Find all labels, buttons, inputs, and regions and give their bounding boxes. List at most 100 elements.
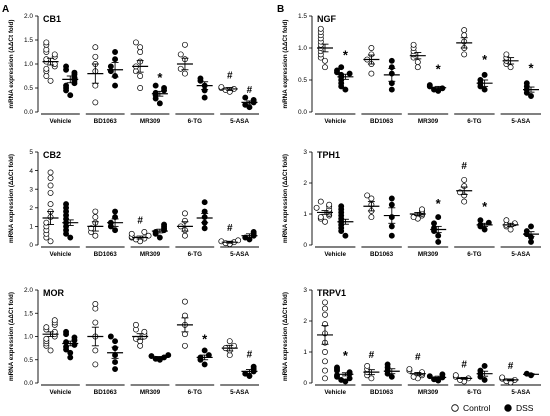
x-tick-label: 5-ASA <box>230 389 249 396</box>
y-tick-label: 0.0 <box>298 109 307 116</box>
control-point <box>226 338 233 345</box>
y-tick-label: 0 <box>29 242 33 249</box>
control-point <box>507 226 514 233</box>
panel-title: TPH1 <box>317 150 340 160</box>
x-tick-label: BD1063 <box>370 118 394 125</box>
panel-title: CB2 <box>43 150 61 160</box>
y-tick-label: 1.0 <box>24 334 33 341</box>
control-point <box>132 39 139 46</box>
significance-marker: * <box>436 196 442 211</box>
control-point <box>92 44 99 51</box>
dss-point <box>435 232 442 239</box>
control-point <box>92 82 99 89</box>
control-point <box>181 298 188 305</box>
control-point <box>141 328 148 335</box>
significance-marker: * <box>528 60 534 75</box>
control-point <box>132 68 139 75</box>
x-tick-label: MR309 <box>418 251 439 258</box>
significance-marker: * <box>482 52 488 67</box>
y-tick-label: 1.5 <box>24 37 33 44</box>
dss-point <box>388 195 395 202</box>
dss-point <box>388 57 395 64</box>
significance-marker: # <box>461 161 467 172</box>
control-point <box>43 46 50 53</box>
x-tick-label: MR309 <box>140 251 161 258</box>
control-point <box>43 73 50 79</box>
y-tick-label: 2.0 <box>24 287 33 294</box>
y-axis-label: mRNA expression (ΔΔCt fold) <box>282 292 289 381</box>
significance-marker: # <box>415 352 421 363</box>
control-point <box>322 299 328 306</box>
y-tick-label: 0.0 <box>24 109 33 116</box>
y-tick-label: 2 <box>303 180 307 187</box>
dss-point <box>156 100 163 107</box>
dss-point <box>334 364 340 371</box>
significance-marker: * <box>482 199 488 214</box>
dss-point <box>165 352 172 359</box>
control-point <box>92 232 99 239</box>
dss-point <box>481 226 488 233</box>
control-point <box>43 335 50 342</box>
control-point <box>218 238 225 245</box>
y-tick-label: 0.5 <box>24 85 33 92</box>
control-point <box>322 64 328 71</box>
x-tick-label: Vehicle <box>50 118 72 125</box>
dss-point <box>523 80 530 87</box>
control-point <box>452 372 459 379</box>
dss-point <box>388 201 395 208</box>
dss-point <box>63 201 70 208</box>
dss-point <box>201 94 208 101</box>
control-point <box>368 375 375 382</box>
significance-marker: * <box>343 48 349 63</box>
control-point <box>507 64 514 71</box>
dss-point <box>107 333 114 340</box>
y-tick-label: 1.0 <box>24 61 33 68</box>
control-point <box>181 331 188 338</box>
dss-point <box>334 67 340 74</box>
control-point <box>410 41 417 48</box>
significance-marker: # <box>508 361 514 372</box>
dss-point <box>63 82 70 89</box>
panel-title: TRPV1 <box>317 288 346 298</box>
control-legend-marker <box>451 404 459 412</box>
dss-point <box>71 334 78 341</box>
control-point <box>322 349 328 355</box>
x-tick-label: Vehicle <box>324 118 346 125</box>
dss-point <box>431 220 437 227</box>
y-axis-label: mRNA expression (ΔΔCt fold) <box>8 292 15 381</box>
control-point <box>322 375 328 382</box>
y-tick-label: 4 <box>29 168 33 175</box>
control-point <box>51 51 58 58</box>
control-point <box>47 77 54 84</box>
control-point <box>92 99 99 106</box>
control-point <box>137 73 144 79</box>
control-point <box>181 41 188 48</box>
significance-marker: * <box>202 331 208 346</box>
control-point <box>181 232 188 239</box>
dss-point <box>477 367 484 374</box>
dss-point <box>528 223 534 230</box>
significance-marker: # <box>369 350 375 361</box>
y-axis-label: mRNA expression (ΔΔCt fold) <box>8 20 15 109</box>
significance-marker: # <box>227 70 233 81</box>
dss-point <box>63 63 70 70</box>
dss-point <box>342 86 349 93</box>
dss-point <box>481 376 488 383</box>
dss-point <box>250 229 257 235</box>
control-point <box>322 311 328 318</box>
control-point <box>47 169 54 176</box>
significance-marker: # <box>227 223 233 234</box>
control-point <box>368 195 375 202</box>
control-point <box>499 374 506 381</box>
control-point <box>419 206 425 213</box>
significance-marker: # <box>137 216 143 227</box>
y-tick-label: 5 <box>29 149 33 156</box>
control-point <box>326 201 333 208</box>
panel-ngf: B NGF 0.0 0.5 1.0 1.5 mRNA expression (ΔΔCt fo… <box>277 4 541 125</box>
y-tick-label: 1.0 <box>298 45 307 52</box>
control-point <box>92 53 99 60</box>
x-tick-label: BD1063 <box>370 251 394 258</box>
panel-trpv1: TRPV1 0 1 2 3 mRNA expression (ΔΔCt fold) Vehi… <box>282 287 541 396</box>
control-point <box>47 201 54 208</box>
y-tick-label: 1 <box>303 349 307 356</box>
